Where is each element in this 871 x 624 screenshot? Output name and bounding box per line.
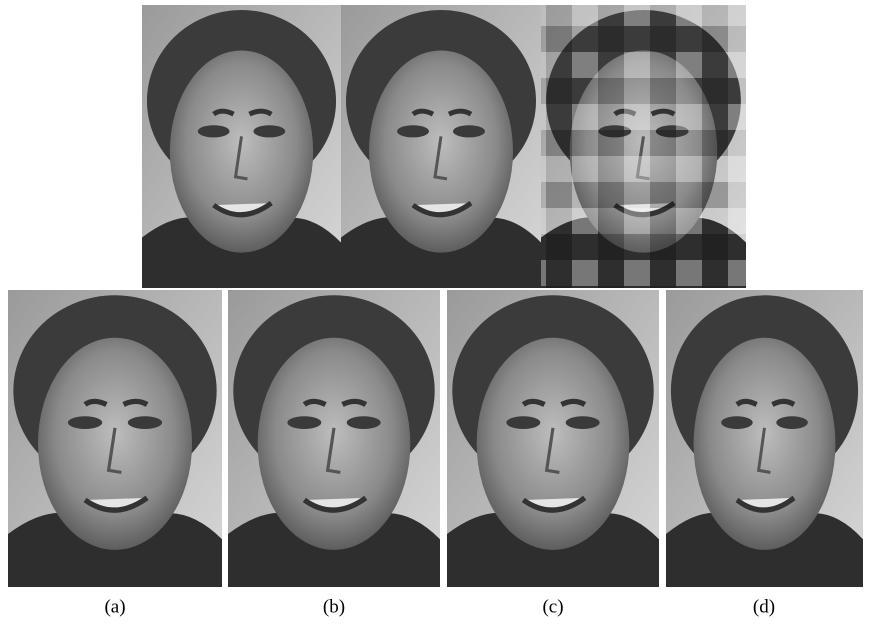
caption: (b) — [323, 596, 345, 617]
page: {"captions": ["(a)", "(b)", "(c)", "(d)"… — [0, 0, 871, 624]
caption: (a) — [104, 596, 125, 617]
photo — [341, 5, 541, 288]
photo — [8, 290, 222, 587]
photo — [666, 290, 863, 587]
caption: (c) — [542, 596, 563, 617]
block-overlay — [541, 5, 746, 288]
caption: (d) — [753, 596, 775, 617]
photo — [228, 290, 440, 587]
figure: (a) (b) (c) (d) — [0, 0, 871, 624]
photo — [447, 290, 659, 587]
photo — [142, 5, 341, 288]
